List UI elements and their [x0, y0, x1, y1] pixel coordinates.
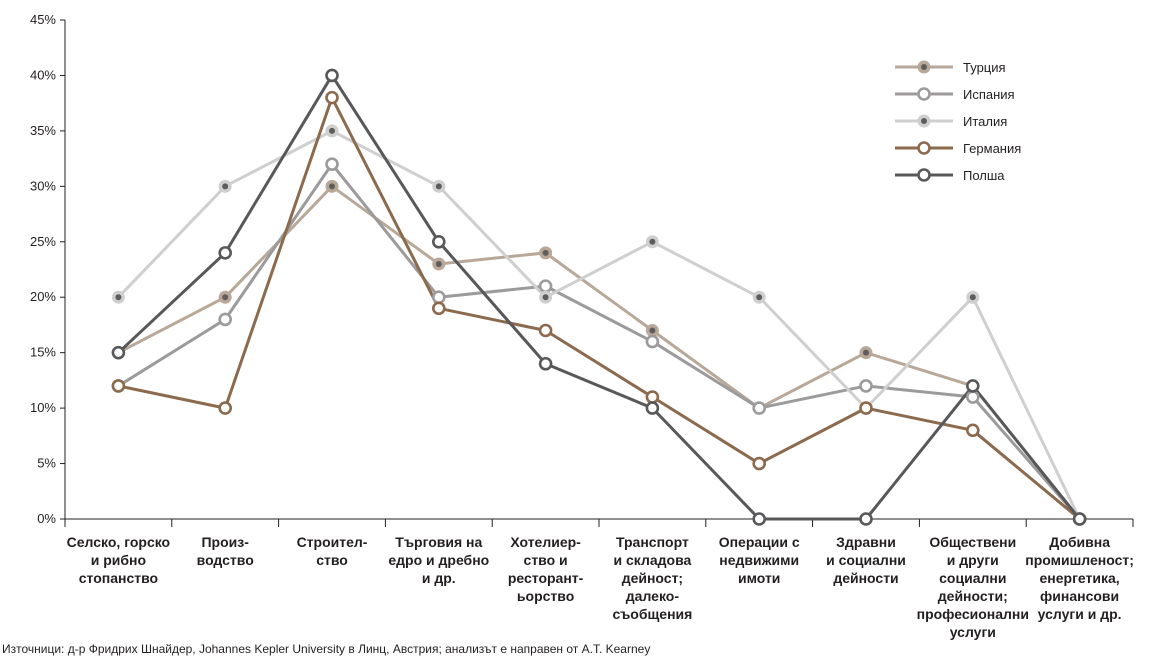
data-point: [432, 179, 446, 193]
y-tick-label: 0%: [37, 511, 56, 526]
y-tick-label: 5%: [37, 456, 56, 471]
data-point: [965, 423, 980, 438]
data-point: [325, 68, 339, 83]
legend-marker: [917, 114, 931, 128]
series-line: [116, 96, 1082, 521]
data-point: [966, 290, 980, 304]
legend-marker: [917, 60, 931, 74]
data-point: [325, 157, 339, 171]
data-point: [645, 334, 660, 349]
data-point: [111, 379, 126, 393]
y-tick-label: 20%: [30, 289, 56, 304]
data-point: [218, 246, 232, 260]
x-category-label: Строител-ство: [297, 534, 368, 568]
y-tick-label: 10%: [30, 400, 56, 415]
data-point: [538, 356, 553, 371]
x-category-label: Операции с недвижими имоти: [719, 534, 800, 586]
data-point: [538, 323, 553, 338]
data-point: [218, 401, 232, 415]
x-category-label: Добивна промишленост; енергетика, финансови…: [1025, 534, 1134, 622]
data-point: [645, 235, 659, 249]
legend-label: Италия: [963, 114, 1007, 129]
y-tick-label: 45%: [30, 12, 56, 27]
data-point: [645, 323, 659, 337]
data-point: [645, 390, 660, 404]
series-line: [116, 129, 1082, 521]
data-point: [218, 312, 232, 327]
data-point: [752, 401, 767, 415]
legend-label: Испания: [963, 87, 1015, 102]
data-point: [218, 179, 232, 193]
data-point: [859, 512, 873, 526]
legend-marker: [917, 87, 931, 101]
data-point: [539, 246, 553, 260]
data-point: [752, 290, 766, 304]
data-point: [539, 290, 553, 304]
data-point: [538, 279, 553, 293]
data-point: [325, 90, 339, 105]
data-point: [325, 179, 339, 193]
source-note: Източници: д-р Фридрих Шнайдер, Johannes…: [2, 642, 651, 656]
legend-marker: [917, 168, 931, 182]
y-tick-label: 40%: [30, 67, 56, 82]
data-point: [431, 290, 446, 305]
data-point: [752, 512, 767, 526]
y-tick-label: 15%: [30, 345, 56, 360]
y-tick-label: 30%: [30, 178, 56, 193]
data-point: [431, 301, 446, 316]
data-point: [111, 290, 125, 304]
y-tick-label: 35%: [30, 123, 56, 138]
series-line: [116, 73, 1082, 521]
legend-marker: [917, 141, 931, 155]
series-line: [116, 162, 1082, 521]
data-point: [432, 257, 446, 271]
data-point: [859, 379, 873, 393]
data-point: [111, 345, 126, 360]
x-category-label: Хотелиер-ство и ресторант-ьорство: [508, 534, 584, 604]
x-category-label: Търговия на едро и дребно и др.: [388, 534, 489, 586]
data-point: [218, 290, 232, 304]
data-point: [645, 401, 660, 415]
data-point: [859, 346, 873, 360]
data-point: [859, 401, 873, 415]
legend-label: Германия: [963, 141, 1021, 156]
data-point: [752, 456, 767, 471]
data-point: [965, 390, 980, 404]
x-category-label: Обществени и други социални дейности; профес…: [917, 534, 1029, 640]
x-category-label: Селско, горско и рибно стопанство: [67, 534, 170, 586]
data-point: [965, 379, 980, 393]
x-category-label: Произ-водство: [197, 534, 254, 568]
legend-label: Полша: [963, 168, 1005, 183]
series-line: [116, 184, 1082, 521]
data-point: [1072, 512, 1087, 526]
y-tick-label: 25%: [30, 234, 56, 249]
x-category-label: Транспорт и складова дейност; далеко-съобще…: [612, 534, 692, 622]
x-category-label: Здравни и социални дейности: [826, 534, 906, 586]
data-point: [325, 124, 339, 138]
legend-label: Турция: [963, 60, 1006, 75]
data-point: [431, 234, 446, 249]
